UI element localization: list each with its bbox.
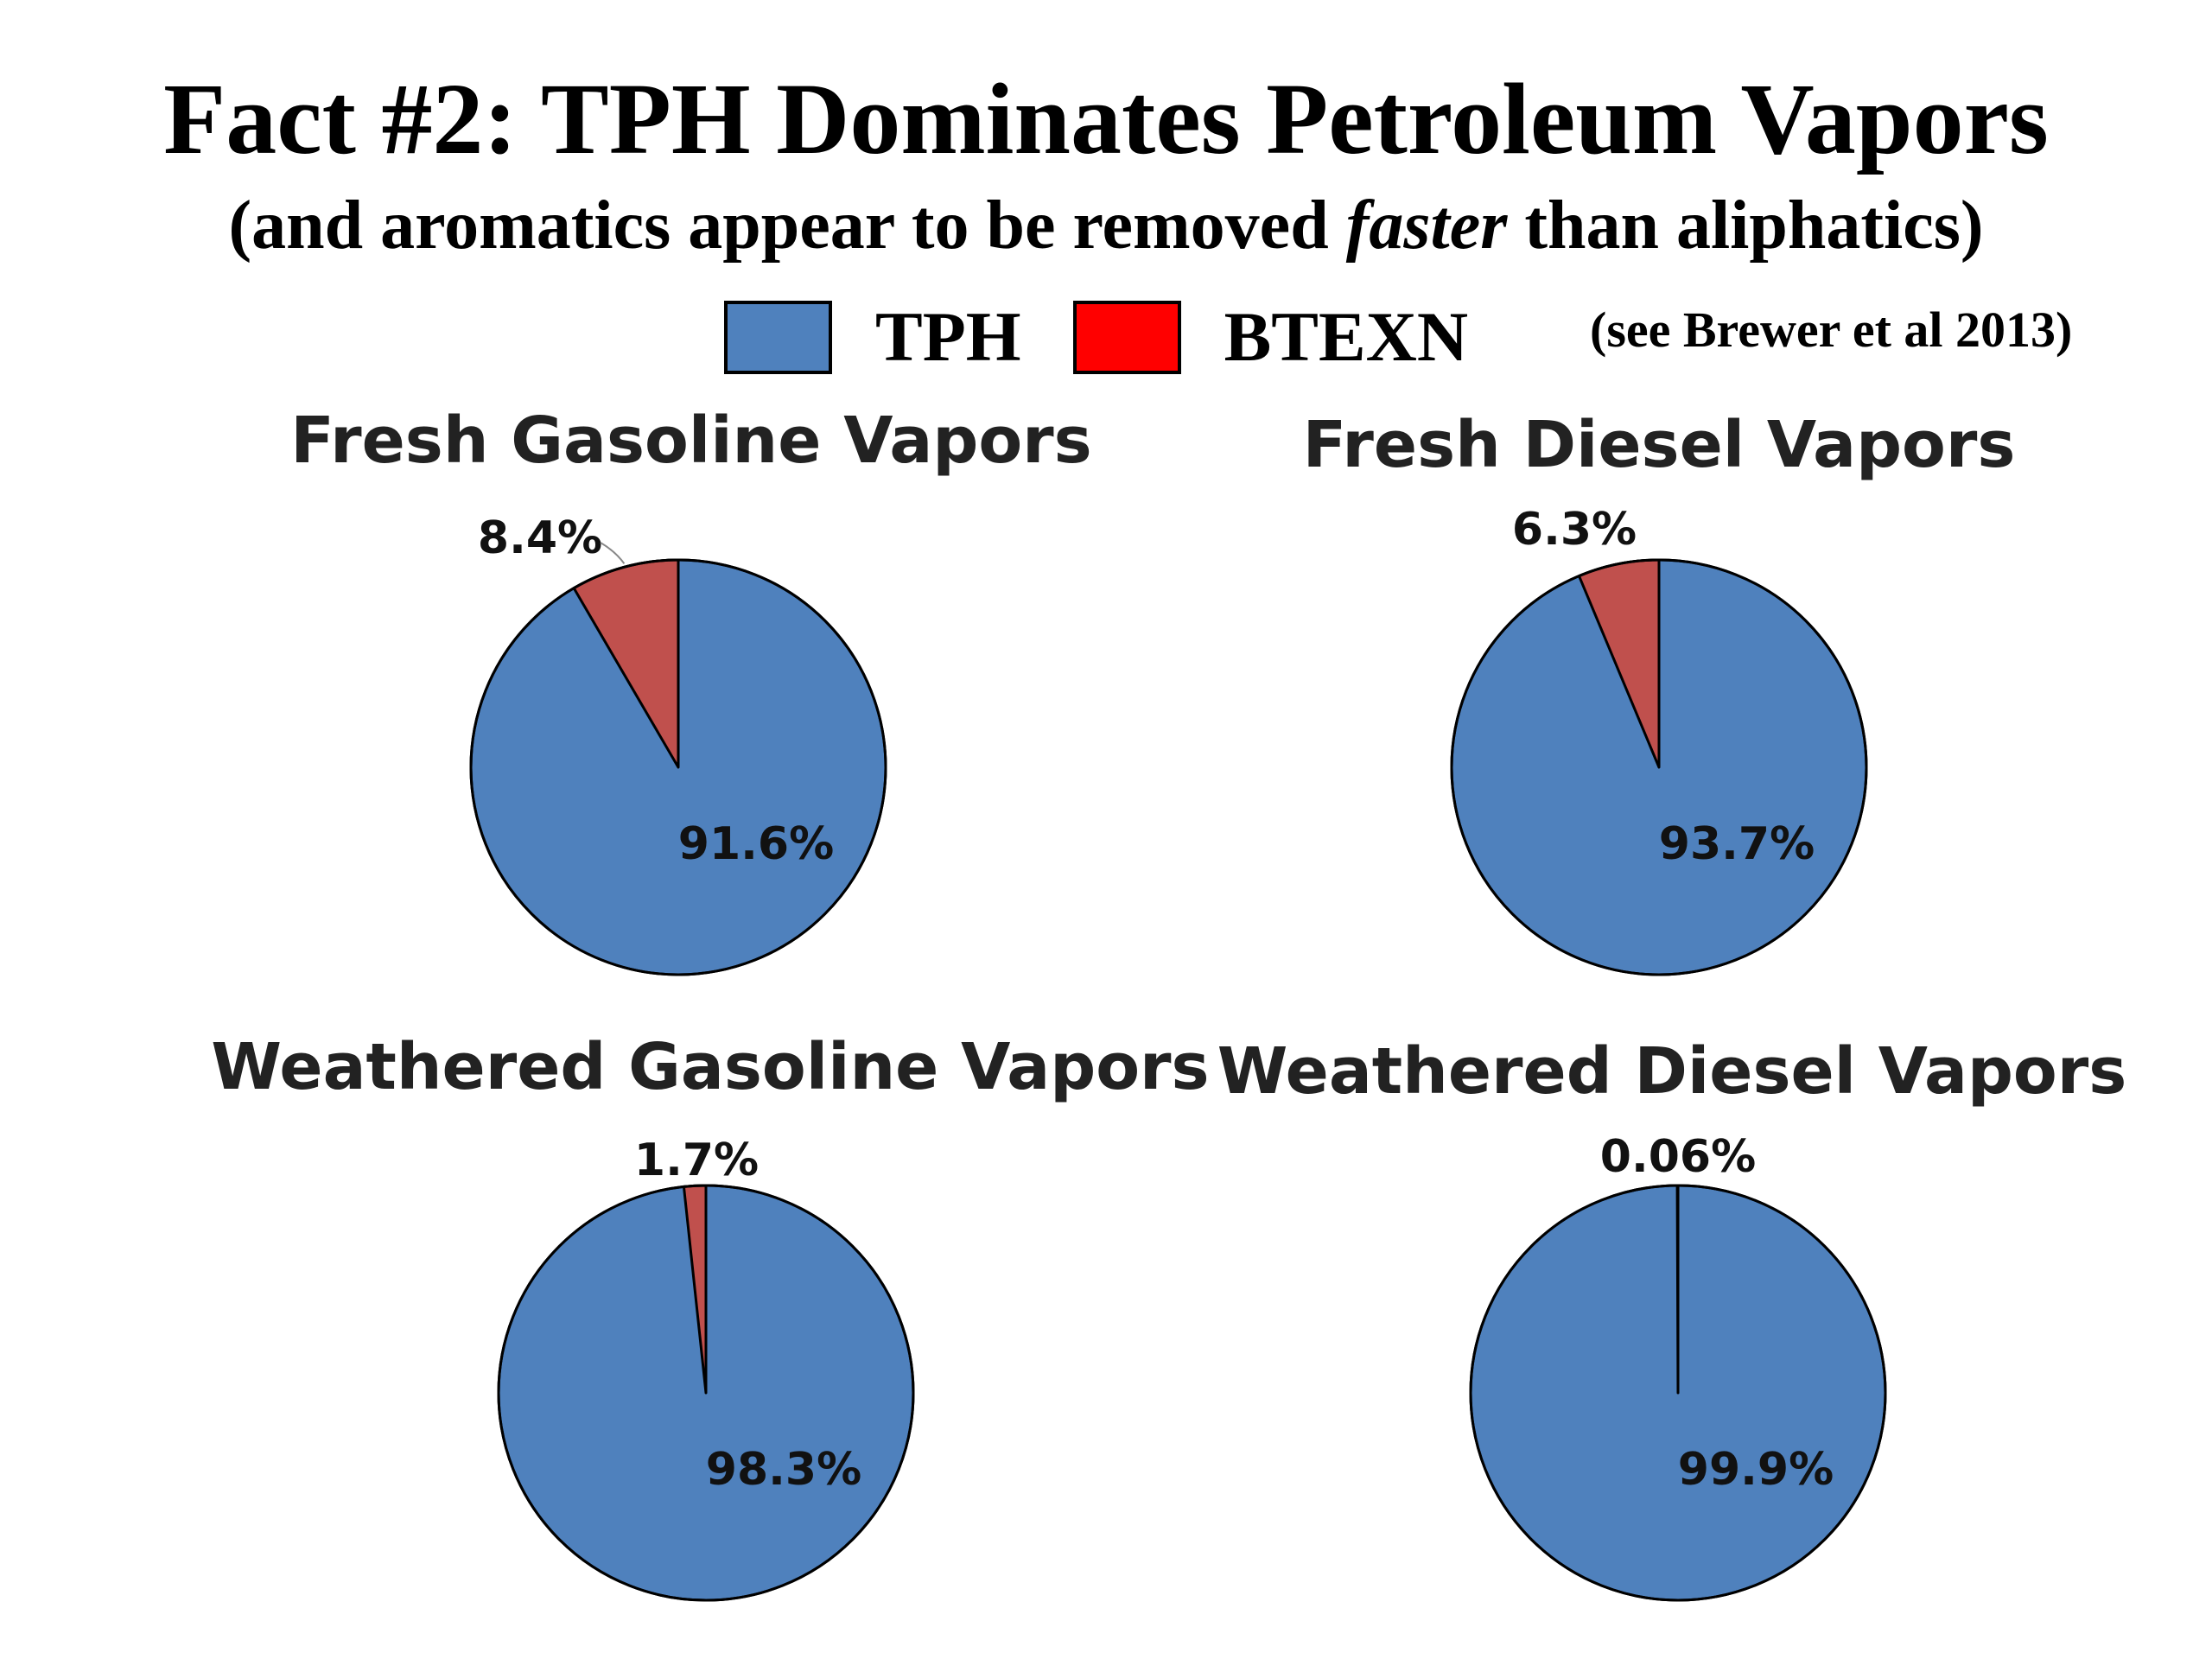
data-label-tph-weathered-gasoline-vapors: 98.3% [706,1444,861,1496]
legend-item-tph: TPH [724,296,1021,378]
chart-title-weathered-gasoline-vapors: Weathered Gasoline Vapors [211,1030,1209,1104]
legend-swatch-btexn [1072,300,1181,374]
legend-swatch-tph [724,300,832,374]
legend-label-btexn: BTEXN [1224,297,1469,376]
data-label-btexn-fresh-gasoline-vapors: 8.4% [478,512,602,564]
data-label-btexn-weathered-gasoline-vapors: 1.7% [634,1135,759,1186]
legend: TPH BTEXN [724,294,1520,380]
subtitle-part-2: than aliphatics) [1507,188,1984,264]
chart-title-fresh-gasoline-vapors: Fresh Gasoline Vapors [290,404,1091,478]
legend-item-btexn: BTEXN [1072,296,1469,378]
data-label-tph-fresh-gasoline-vapors: 91.6% [678,818,834,870]
legend-label-tph: TPH [875,297,1021,376]
pie-outline-fresh-diesel-vapors [1450,558,1868,976]
chart-title-weathered-diesel-vapors: Weathered Diesel Vapors [1217,1034,2127,1109]
page-title: Fact #2: TPH Dominates Petroleum Vapors [163,62,2049,175]
page-subtitle: (and aromatics appear to be removed fast… [0,186,2212,265]
leader-line-fresh-gasoline-vapors [600,542,626,564]
data-label-tph-fresh-diesel-vapors: 93.7% [1659,818,1815,870]
pie-outline-weathered-diesel-vapors [1469,1184,1887,1602]
citation: (see Brewer et al 2013) [1590,302,2073,358]
subtitle-emphasis: faster [1345,188,1508,264]
data-label-btexn-weathered-diesel-vapors: 0.06% [1600,1131,1756,1183]
subtitle-part-1: (and aromatics appear to be removed [228,188,1346,264]
pie-outline-weathered-gasoline-vapors [497,1184,915,1602]
data-label-tph-weathered-diesel-vapors: 99.9% [1678,1444,1834,1496]
data-label-btexn-fresh-diesel-vapors: 6.3% [1512,504,1637,556]
pie-outline-fresh-gasoline-vapors [469,558,887,976]
chart-title-fresh-diesel-vapors: Fresh Diesel Vapors [1303,408,2016,482]
pie-slice-btexn-weathered-diesel-vapors [1675,1184,1680,1395]
